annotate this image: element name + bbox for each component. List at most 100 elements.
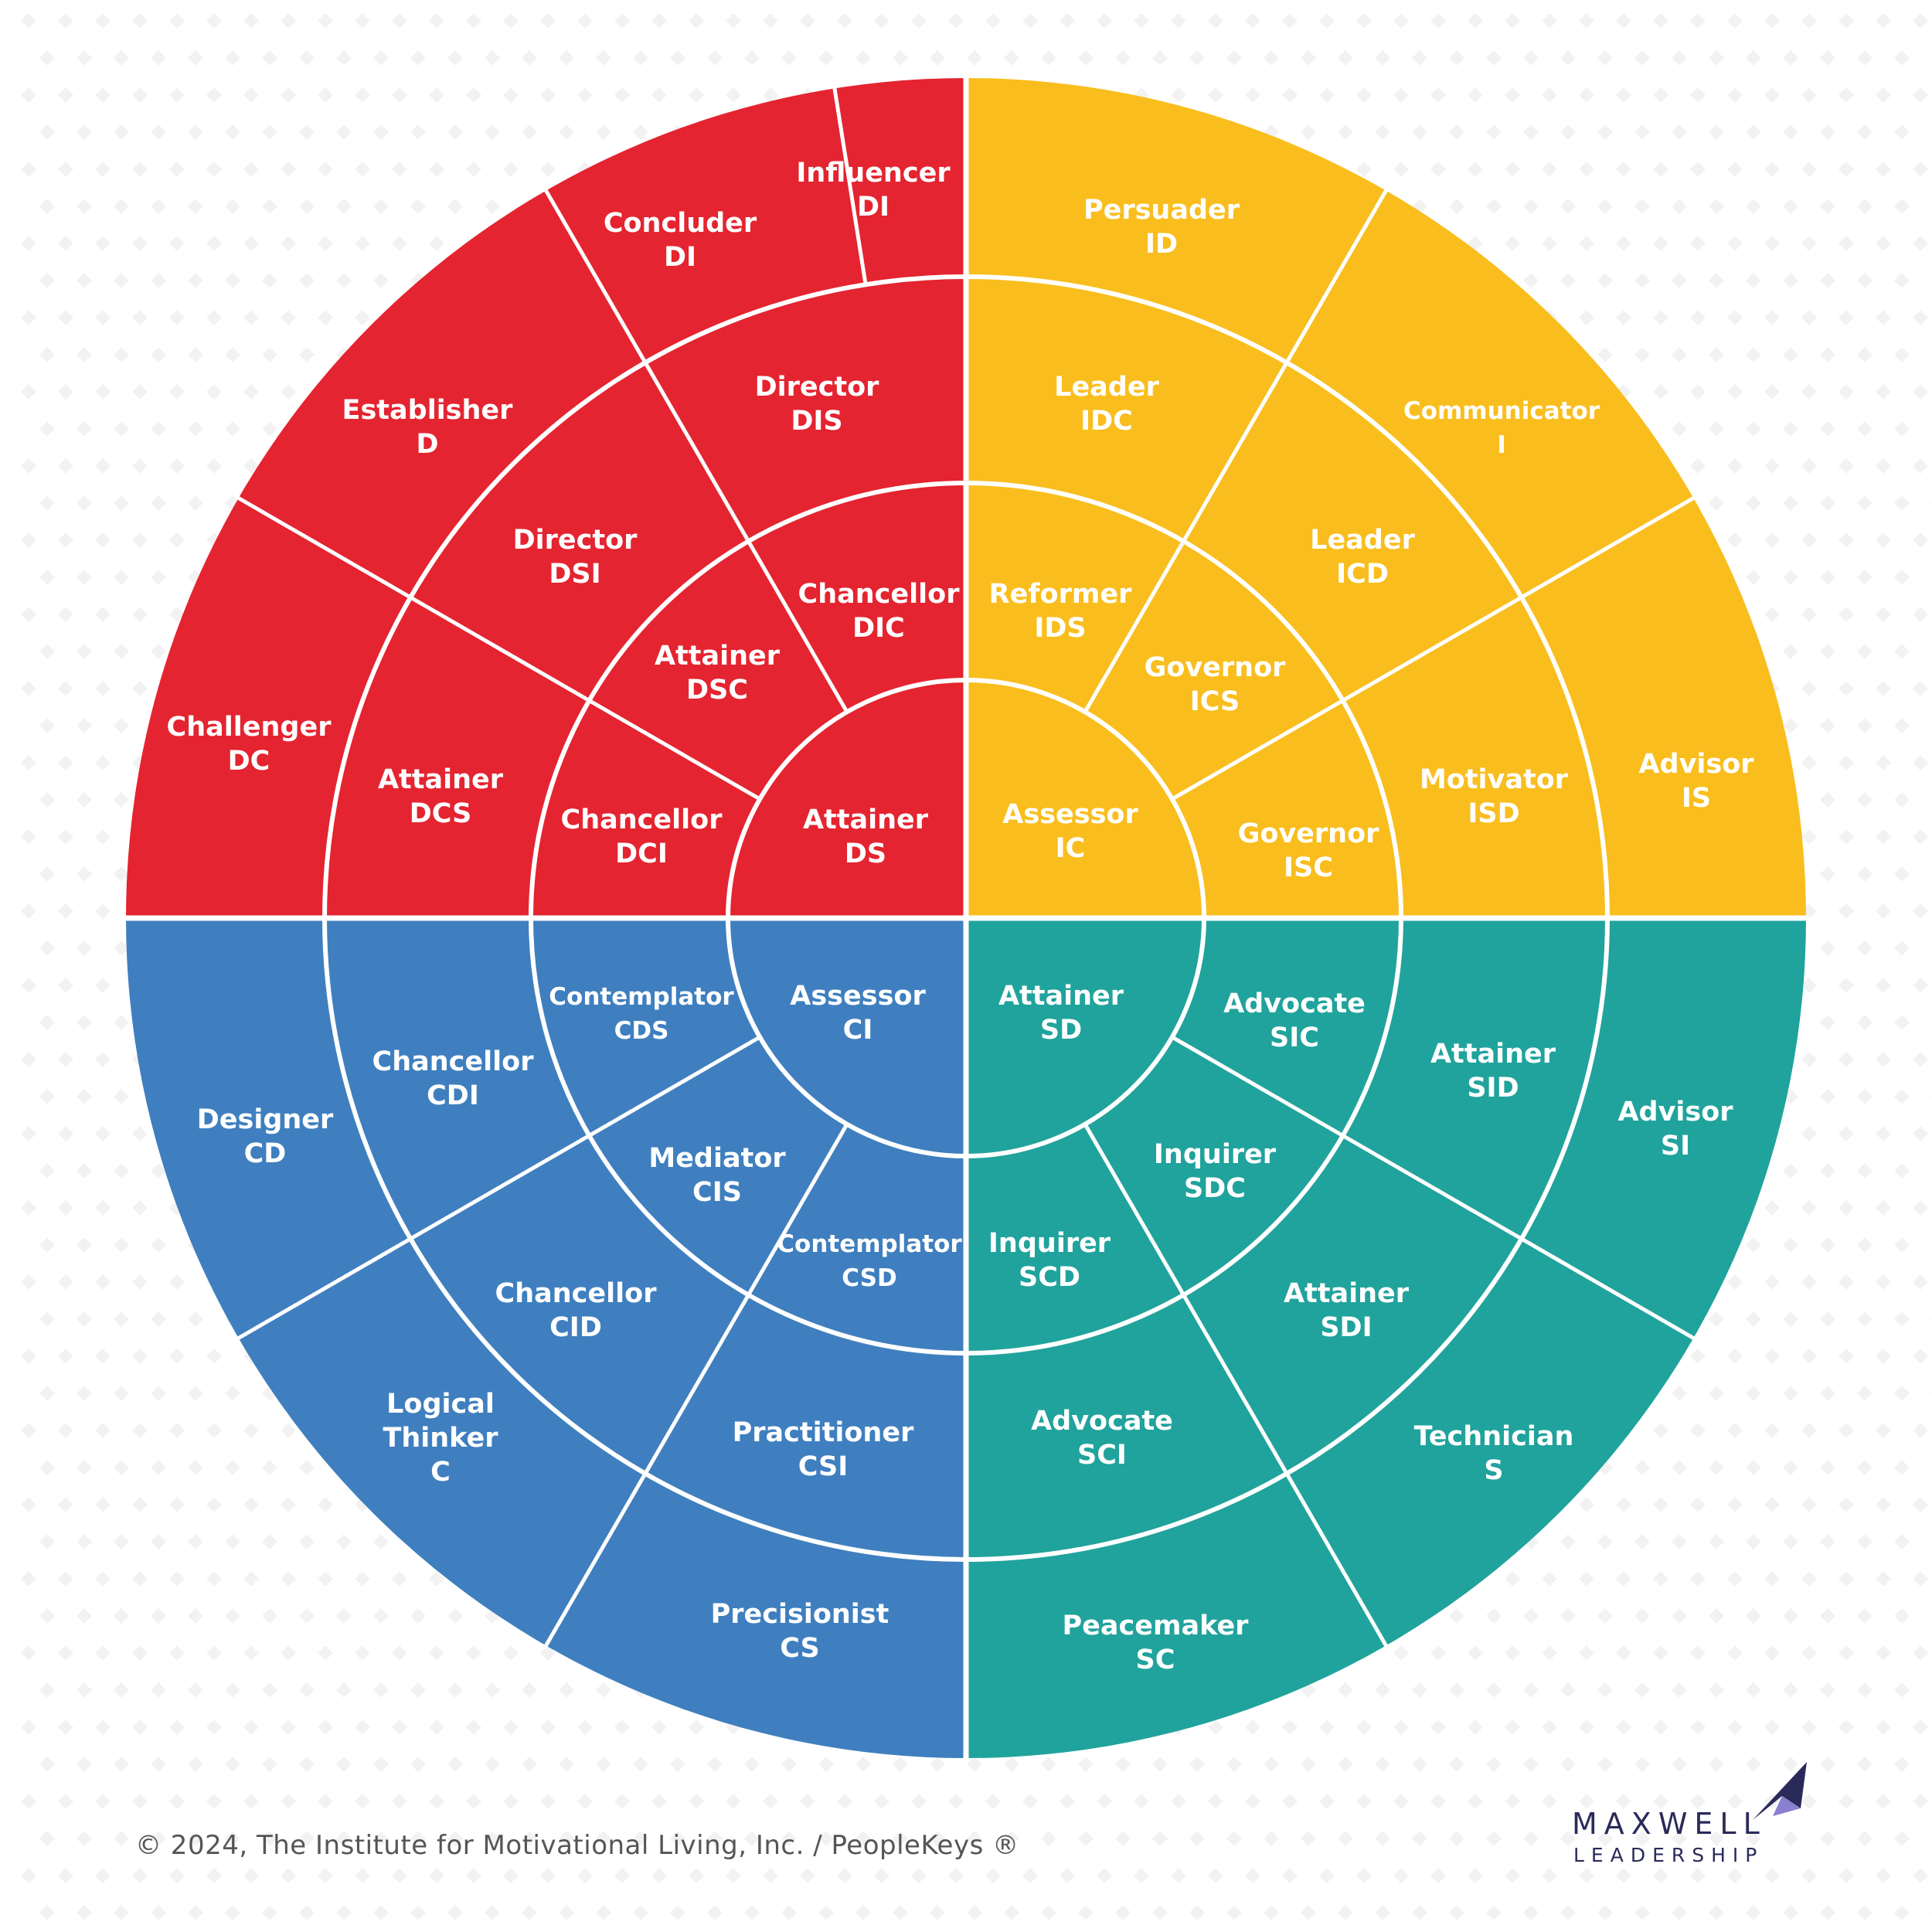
pattern-dot [1338,1905,1353,1920]
pattern-dot [1746,421,1761,437]
pattern-dot [1672,1460,1687,1475]
pattern-dot [1783,718,1798,733]
pattern-dot [1152,1757,1168,1772]
pattern-dot [1152,1905,1168,1920]
pattern-dot [1634,1534,1650,1549]
pattern-dot [1894,1089,1910,1104]
pattern-dot [1282,13,1298,29]
pattern-dot [39,866,55,882]
pattern-dot [132,1200,148,1216]
pattern-dot [1560,273,1576,288]
pattern-dot [1876,236,1891,251]
pattern-dot [1913,978,1928,993]
pattern-dot [114,1757,129,1772]
pattern-dot [1820,273,1835,288]
pattern-dot [188,1757,203,1772]
pattern-dot [392,1794,407,1809]
pattern-dot [373,50,389,66]
pattern-dot [206,162,222,177]
pattern-dot [299,1534,315,1549]
pattern-dot [1727,13,1743,29]
pattern-dot [21,1868,36,1883]
pattern-dot [1356,162,1372,177]
pattern-dot [355,13,370,29]
pattern-dot [1468,13,1483,29]
pattern-dot [114,1831,129,1846]
pattern-dot [1449,1608,1464,1624]
pattern-dot [1876,162,1891,177]
pattern-dot [1876,829,1891,845]
pattern-dot [410,1608,426,1624]
pattern-dot [1041,1831,1056,1846]
pattern-dot [21,1571,36,1587]
segment-divider [641,1294,750,1478]
pattern-dot [355,1645,370,1661]
pattern-dot [95,384,111,400]
pattern-dot [485,1757,500,1772]
pattern-dot [21,1349,36,1364]
pattern-dot [1913,829,1928,845]
segment-code: CDS [614,1017,669,1045]
pattern-dot [114,1015,129,1030]
pattern-dot [1876,903,1891,919]
pattern-dot [1709,1682,1724,1698]
pattern-dot [1690,1868,1706,1883]
pattern-dot [1319,1868,1335,1883]
quadrant-i [966,78,1806,918]
pattern-dot [1857,1905,1872,1920]
pattern-dot [1801,1794,1817,1809]
pattern-dot [1097,13,1112,29]
pattern-dot [1653,384,1668,400]
pattern-dot [1876,1200,1891,1216]
pattern-dot [169,1349,185,1364]
pattern-dot [1820,124,1835,140]
segment-name: Chancellor [495,1278,658,1309]
pattern-dot [1597,273,1613,288]
pattern-dot [206,1497,222,1512]
pattern-dot [299,124,315,140]
pattern-dot [392,1868,407,1883]
segment-code: DSC [686,675,748,706]
pattern-dot [1301,1831,1316,1846]
pattern-dot [1078,1757,1094,1772]
pattern-dot [1820,1015,1835,1030]
pattern-dot [225,1386,240,1401]
pattern-dot [262,1608,277,1624]
pattern-dot [1894,1757,1910,1772]
pattern-dot [318,1794,333,1809]
pattern-dot [1338,124,1353,140]
pattern-dot [485,1682,500,1698]
pattern-dot [1523,273,1539,288]
pattern-dot [58,1868,73,1883]
pattern-dot [707,1905,723,1920]
pattern-dot [1523,1831,1539,1846]
pattern-dot [1672,1831,1687,1846]
pattern-dot [1801,87,1817,103]
pattern-dot [114,1608,129,1624]
pattern-dot [318,13,333,29]
pattern-dot [1727,1794,1743,1809]
pattern-dot [985,1794,1001,1809]
pattern-dot [299,273,315,288]
pattern-dot [837,1794,852,1809]
pattern-dot [1857,644,1872,659]
segment-name: Practitioner [733,1417,914,1448]
pattern-dot [1727,1645,1743,1661]
quadrant-s [966,918,1806,1758]
pattern-dot [1579,1571,1594,1587]
pattern-dot [1746,570,1761,585]
pattern-dot [243,384,259,400]
pattern-dot [855,50,871,66]
pattern-dot [781,1905,797,1920]
pattern-dot [1709,421,1724,437]
pattern-dot [1653,1423,1668,1438]
pattern-dot [1171,1868,1186,1883]
pattern-dot [1634,347,1650,362]
pattern-dot [503,1719,519,1735]
pattern-dot [1634,273,1650,288]
pattern-dot [243,1423,259,1438]
pattern-dot [1727,236,1743,251]
pattern-dot [262,1757,277,1772]
